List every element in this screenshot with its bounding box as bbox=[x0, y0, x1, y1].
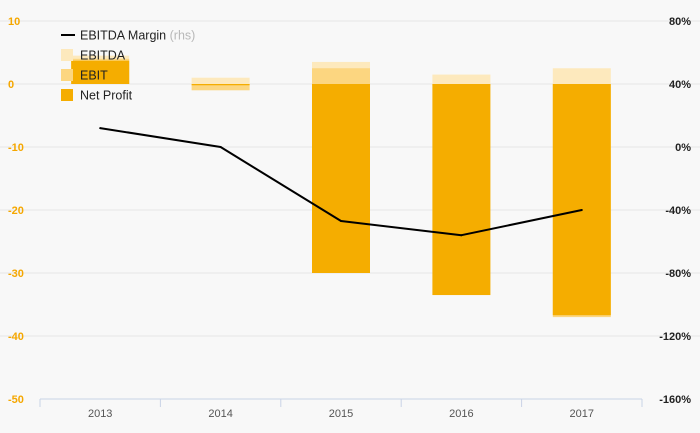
left-tick-label: -10 bbox=[8, 142, 24, 154]
right-tick-label: 40% bbox=[669, 79, 691, 91]
axes: 10 0 -10 -20 -30 -40 -50 80% 40% 0% -40% -80% -120% -… bbox=[8, 16, 691, 420]
bar-net-profit-2017 bbox=[552, 84, 611, 316]
legend-marker-ebitda bbox=[61, 49, 73, 61]
ebitda-margin-point-2014 bbox=[219, 146, 222, 148]
legend-label-ebitda: EBITDA bbox=[80, 49, 126, 63]
legend-suffix: (rhs) bbox=[166, 29, 195, 43]
left-tick-label: -40 bbox=[8, 331, 24, 343]
x-tick-label-2017: 2017 bbox=[570, 408, 594, 420]
left-tick-label: -20 bbox=[8, 205, 24, 217]
left-tick-label: -50 bbox=[8, 394, 24, 406]
legend-marker-ebit bbox=[61, 69, 73, 81]
right-tick-label: -40% bbox=[665, 205, 691, 217]
bar-ebitda-2017 bbox=[552, 68, 611, 84]
bar-ebit-2015 bbox=[312, 68, 370, 84]
ebitda-margin-point-2016 bbox=[460, 234, 463, 237]
bar-net-profit-2014 bbox=[191, 84, 250, 86]
legend-label-net-profit: Net Profit bbox=[80, 89, 133, 103]
x-tick-label-2015: 2015 bbox=[329, 408, 353, 420]
legend: EBITDA Margin (rhs) EBITDA EBIT Net Profit bbox=[61, 29, 195, 103]
bar-ebit-2014 bbox=[191, 84, 250, 91]
x-tick-label-2013: 2013 bbox=[88, 408, 112, 420]
bar-net-profit-2016 bbox=[432, 84, 491, 296]
bar-net-profit-2013 bbox=[71, 60, 130, 84]
x-tick-label-2014: 2014 bbox=[208, 408, 232, 420]
ebitda-margin-point-2015 bbox=[340, 220, 342, 223]
x-tick-label-2016: 2016 bbox=[449, 408, 473, 420]
right-tick-label: 0% bbox=[675, 142, 691, 154]
legend-marker-net-profit bbox=[61, 89, 73, 101]
ebitda-margin-point-2017 bbox=[580, 209, 583, 211]
bar-ebitda-2014 bbox=[191, 77, 250, 84]
legend-label-ebitda-margin: EBITDA Margin (rhs) bbox=[80, 29, 195, 43]
right-tick-label: -120% bbox=[659, 331, 691, 343]
right-tick-label: -160% bbox=[659, 394, 691, 406]
left-tick-label: 10 bbox=[8, 16, 20, 28]
legend-label-ebit: EBIT bbox=[80, 69, 108, 83]
ebitda-margin-point-2013 bbox=[99, 127, 102, 130]
left-tick-label: -30 bbox=[8, 268, 24, 280]
bar-net-profit-2015 bbox=[312, 84, 370, 273]
right-tick-label: 80% bbox=[669, 16, 691, 28]
left-tick-label: 0 bbox=[8, 79, 14, 91]
margin-line bbox=[99, 127, 583, 237]
bar-ebitda-2016 bbox=[432, 74, 491, 84]
bars bbox=[71, 55, 611, 318]
right-tick-label: -80% bbox=[665, 268, 691, 280]
